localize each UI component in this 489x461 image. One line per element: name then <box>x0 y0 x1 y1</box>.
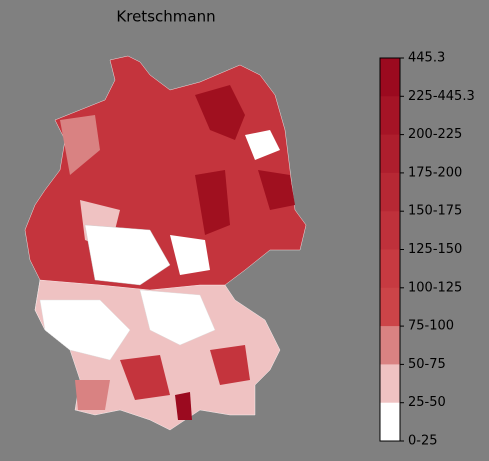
colorbar-band <box>380 402 400 442</box>
colorbar-label: 50-75 <box>408 357 446 372</box>
region-northwest <box>60 115 100 175</box>
colorbar-label: 100-125 <box>408 280 462 295</box>
region-southwest-white <box>39 299 131 361</box>
colorbar-band <box>380 134 400 174</box>
region-east-dark <box>195 85 245 140</box>
map-title: Kretschmann <box>116 8 215 26</box>
colorbar-label: 200-225 <box>408 127 462 142</box>
colorbar-band <box>380 96 400 136</box>
colorbar-band <box>380 172 400 212</box>
colorbar-label: 125-150 <box>408 242 462 257</box>
colorbar-label: 445.3 <box>408 51 445 66</box>
colorbar-band <box>380 249 400 289</box>
region-southeast-red <box>210 345 250 385</box>
region-central-dark <box>195 170 230 235</box>
region-south-red <box>120 355 170 400</box>
colorbar-band <box>380 326 400 365</box>
region-south-white <box>139 289 216 346</box>
colorbar-label: 25-50 <box>408 395 446 410</box>
colorbar-label: 175-200 <box>408 165 462 180</box>
colorbar-label: 150-175 <box>408 204 462 219</box>
colorbar-band <box>380 364 400 404</box>
region-south-dark <box>175 392 192 420</box>
colorbar: 445.3 225-445.3 200-225 175-200 150-175 125-1… <box>379 51 475 449</box>
region-berlin <box>245 130 280 160</box>
region-west-white <box>84 224 171 286</box>
colorbar-band <box>380 211 400 250</box>
colorbar-label: 75-100 <box>408 319 454 334</box>
region-south-pink <box>75 380 110 410</box>
colorbar-band <box>380 58 400 97</box>
region-central-white <box>170 235 210 275</box>
colorbar-label: 0-25 <box>408 434 438 449</box>
region-east-dark-2 <box>258 170 295 210</box>
colorbar-band <box>380 287 400 327</box>
germany-map <box>24 55 307 431</box>
colorbar-label: 225-445.3 <box>408 89 475 104</box>
